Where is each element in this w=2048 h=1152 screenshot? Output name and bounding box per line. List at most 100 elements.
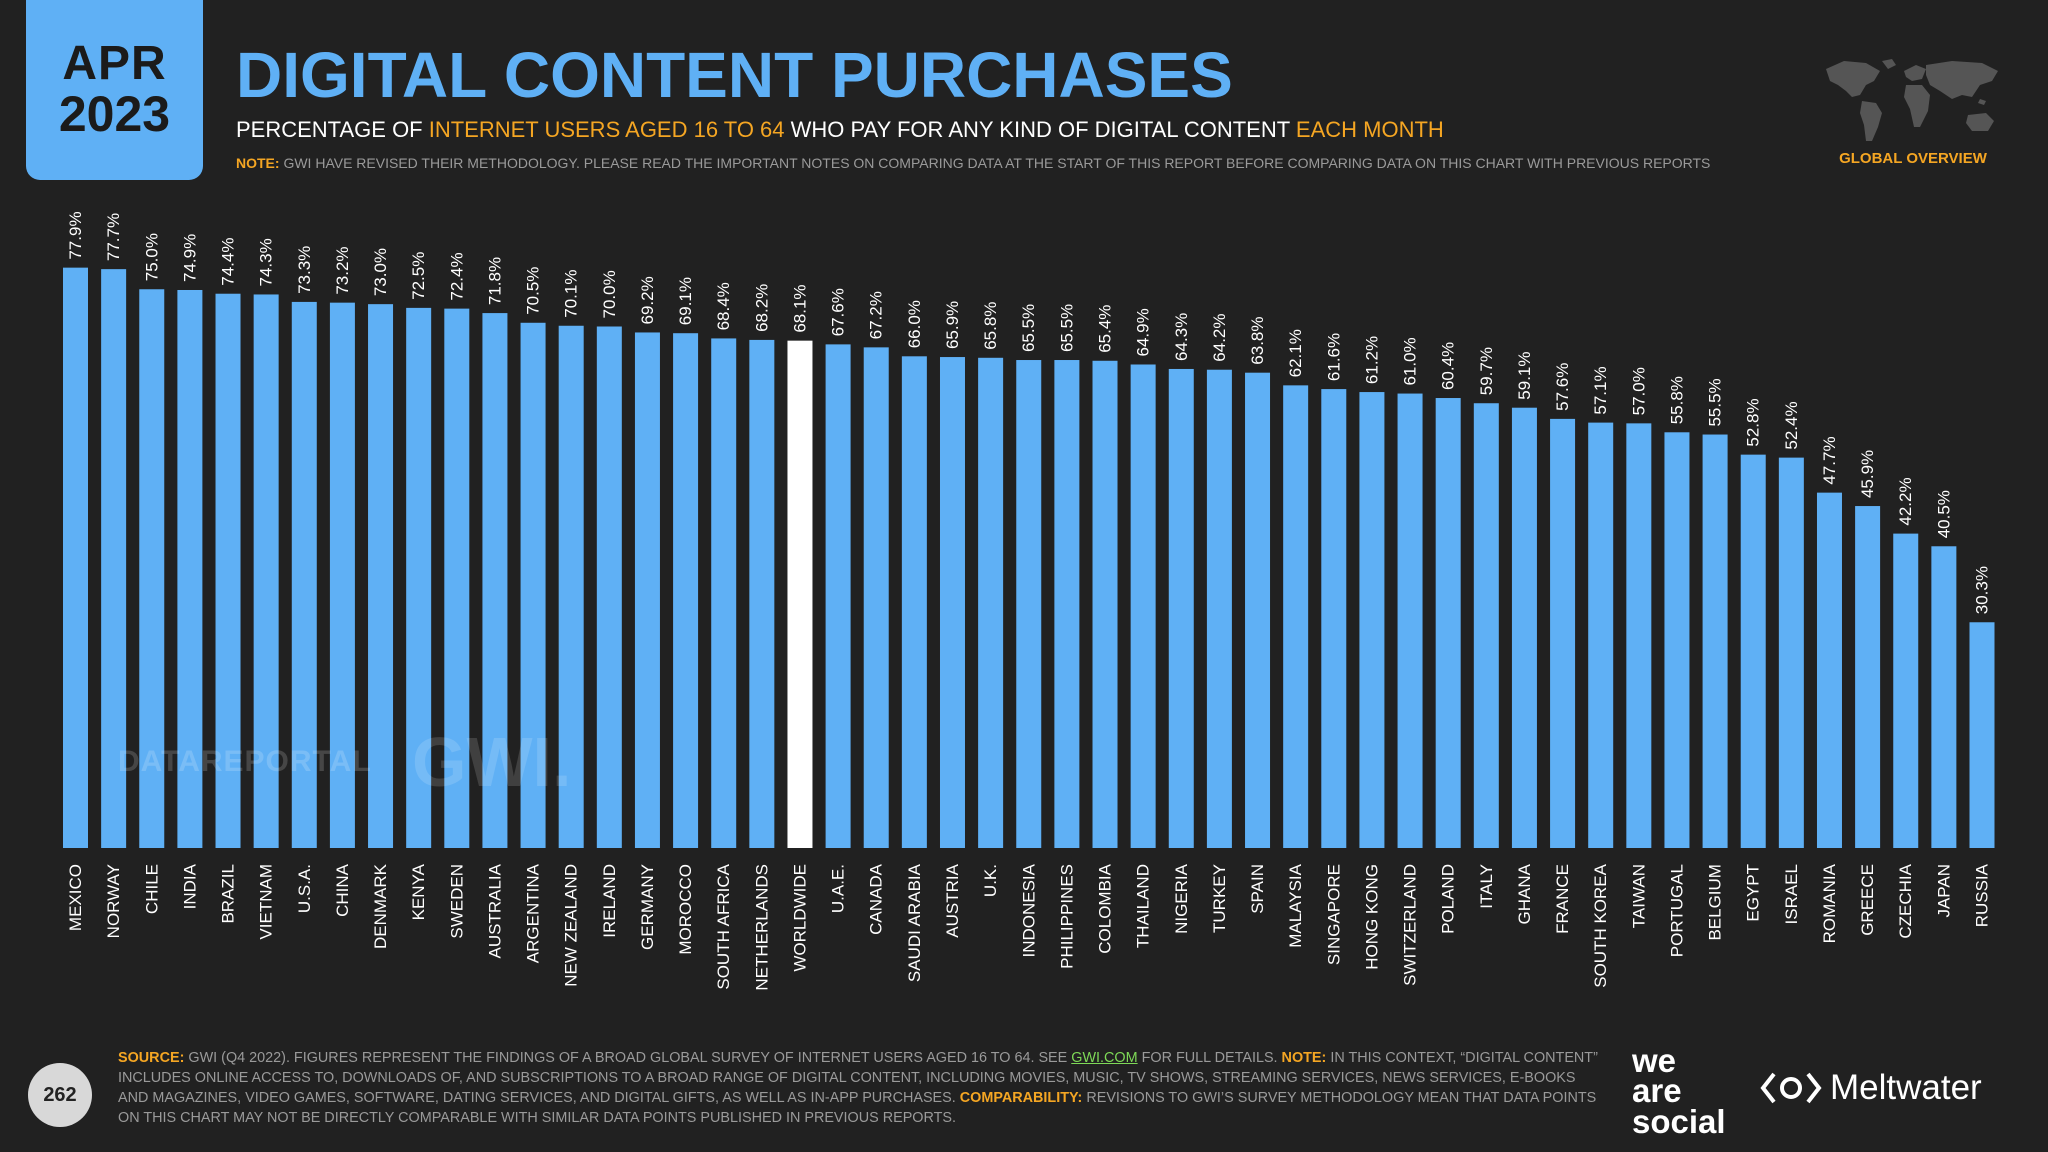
category-label: THAILAND: [1134, 864, 1153, 948]
value-label: 64.3%: [1172, 313, 1191, 361]
value-label: 61.2%: [1362, 336, 1381, 384]
category-label: GERMANY: [638, 864, 657, 950]
value-label: 70.0%: [600, 270, 619, 318]
value-label: 74.3%: [257, 238, 276, 286]
was-line-1: we: [1632, 1042, 1677, 1079]
bar-worldwide: [787, 340, 813, 848]
value-label: 71.8%: [485, 257, 504, 305]
category-label: JAPAN: [1934, 864, 1953, 918]
value-label: 69.1%: [676, 277, 695, 325]
bar-ghana: [1511, 407, 1537, 848]
value-label: 68.2%: [752, 284, 771, 332]
bar-greece: [1855, 506, 1881, 848]
meltwater-icon: [1760, 1072, 1822, 1104]
bar-switzerland: [1397, 393, 1423, 848]
category-label: ITALY: [1477, 864, 1496, 909]
value-label: 63.8%: [1248, 316, 1267, 364]
category-label: TAIWAN: [1629, 864, 1648, 928]
category-label: SINGAPORE: [1324, 864, 1343, 965]
category-label: MEXICO: [66, 864, 85, 931]
category-label: ARGENTINA: [524, 863, 543, 963]
value-label: 77.7%: [104, 213, 123, 261]
category-label: NIGERIA: [1172, 863, 1191, 934]
bar-saudi-arabia: [901, 356, 927, 848]
page-number: 262: [28, 1063, 92, 1127]
category-label: COLOMBIA: [1096, 863, 1115, 953]
category-label: SWEDEN: [447, 864, 466, 939]
bar-france: [1550, 418, 1576, 848]
methodology-note: NOTE: GWI HAVE REVISED THEIR METHODOLOGY…: [236, 155, 1710, 171]
value-label: 55.8%: [1667, 376, 1686, 424]
value-label: 64.9%: [1134, 308, 1153, 356]
category-label: CHILE: [142, 864, 161, 914]
category-label: ISRAEL: [1782, 864, 1801, 924]
value-label: 52.8%: [1744, 398, 1763, 446]
category-label: GREECE: [1858, 864, 1877, 936]
value-label: 73.3%: [295, 246, 314, 294]
category-label: INDONESIA: [1019, 863, 1038, 957]
value-label: 67.6%: [829, 288, 848, 336]
subtitle-highlight-2: EACH MONTH: [1295, 117, 1444, 142]
world-map-icon: [1826, 59, 1998, 141]
bar-u-k: [978, 357, 1004, 848]
category-label: NETHERLANDS: [752, 864, 771, 991]
date-badge: APR 2023: [26, 0, 203, 180]
bar-germany: [634, 332, 660, 849]
subtitle-part-1: PERCENTAGE OF: [236, 117, 429, 142]
category-label: CANADA: [867, 863, 886, 935]
footer-note-label: NOTE:: [1281, 1050, 1327, 1066]
value-label: 74.9%: [180, 234, 199, 282]
value-label: 65.4%: [1096, 305, 1115, 353]
value-label: 68.4%: [714, 282, 733, 330]
value-label: 30.3%: [1973, 566, 1992, 614]
bar-chart: 77.9% MEXICO 77.7% NORWAY 75.0% CHILE 74.9% IND…: [63, 211, 1995, 991]
source-link[interactable]: GWI.COM: [1071, 1050, 1138, 1066]
category-label: U.K.: [981, 864, 1000, 897]
bar-malaysia: [1283, 385, 1309, 848]
bar-taiwan: [1626, 423, 1652, 848]
value-label: 55.5%: [1706, 378, 1725, 426]
bar-mexico: [63, 267, 88, 848]
value-label: 40.5%: [1934, 490, 1953, 538]
bar-vietnam: [253, 294, 279, 849]
bar-netherlands: [749, 339, 775, 848]
bar-south-africa: [711, 338, 737, 848]
bar-japan: [1931, 546, 1957, 848]
value-label: 64.2%: [1210, 314, 1229, 362]
meltwater-logo: Meltwater: [1760, 1068, 1982, 1108]
bar-ireland: [596, 326, 622, 848]
bar-hong-kong: [1359, 392, 1385, 848]
bar-brazil: [215, 293, 241, 849]
value-label: 57.0%: [1629, 367, 1648, 415]
value-label: 68.1%: [790, 284, 809, 332]
bar-canada: [863, 347, 889, 848]
bar-south-korea: [1588, 422, 1614, 848]
category-label: EGYPT: [1744, 864, 1763, 922]
value-label: 72.4%: [447, 252, 466, 300]
was-line-2: are: [1632, 1072, 1682, 1110]
bar-u-s-a: [291, 301, 317, 848]
source-text-2: FOR FULL DETAILS.: [1137, 1050, 1282, 1066]
category-label: FRANCE: [1553, 864, 1572, 934]
footer-notes: SOURCE: GWI (Q4 2022). FIGURES REPRESENT…: [118, 1048, 1598, 1128]
value-label: 60.4%: [1439, 342, 1458, 390]
category-label: WORLDWIDE: [790, 864, 809, 972]
category-label: TURKEY: [1210, 864, 1229, 933]
category-label: RUSSIA: [1973, 863, 1992, 927]
category-label: SAUDI ARABIA: [905, 863, 924, 982]
footer-note-text: IN THIS CONTEXT, “DIGITAL CONTENT” INCLU…: [118, 1050, 1598, 1106]
value-label: 70.1%: [562, 270, 581, 318]
note-label: NOTE:: [236, 155, 280, 171]
bar-spain: [1245, 372, 1271, 848]
source-text: GWI (Q4 2022). FIGURES REPRESENT THE FIN…: [184, 1050, 1072, 1066]
value-label: 70.5%: [524, 267, 543, 315]
meltwater-wordmark: Meltwater: [1830, 1068, 1982, 1107]
category-label: GHANA: [1515, 863, 1534, 924]
value-label: 61.0%: [1401, 337, 1420, 385]
bar-india: [177, 289, 203, 848]
value-label: 42.2%: [1896, 477, 1915, 525]
bar-argentina: [520, 322, 546, 848]
bar-israel: [1778, 457, 1804, 848]
value-label: 77.9%: [66, 211, 85, 259]
value-label: 73.2%: [333, 246, 352, 294]
